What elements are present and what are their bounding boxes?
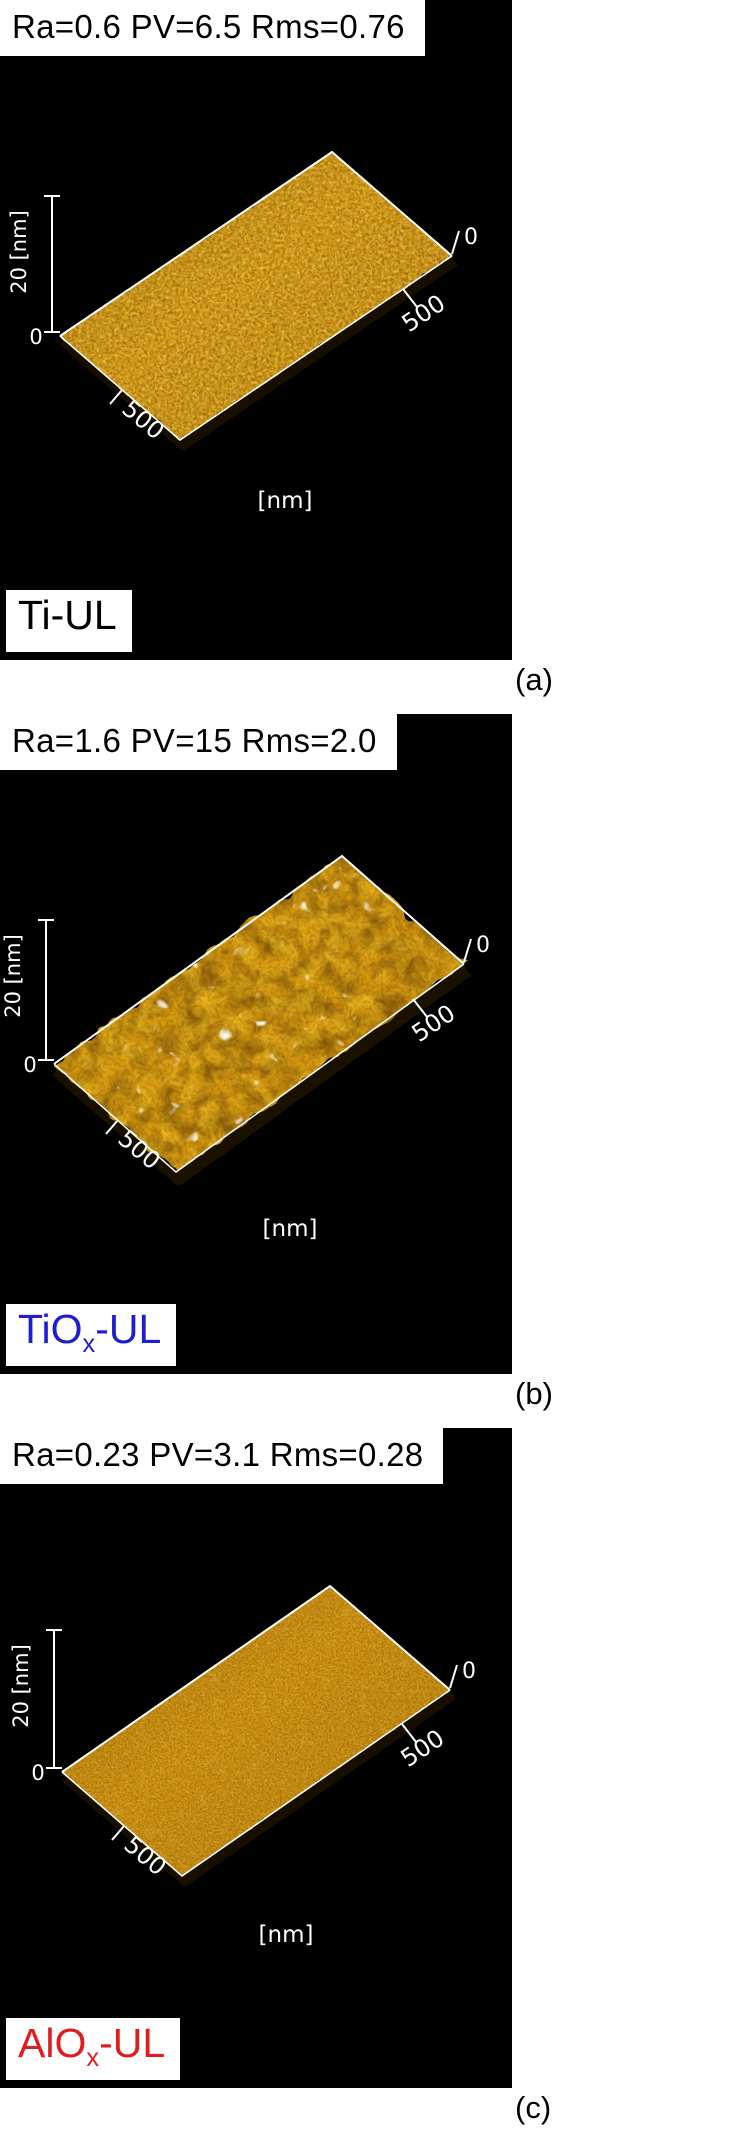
y-500-tick xyxy=(105,1119,119,1135)
sample-label-box: AlOx-UL xyxy=(6,2017,181,2080)
afm-plot-a: 0 20 [nm] 0 500 500 [nm] xyxy=(7,150,478,514)
sample-label-box: TiOx-UL xyxy=(6,1303,177,1366)
x-zero-label: 0 xyxy=(462,1659,476,1684)
surface-shadow xyxy=(61,1690,456,1886)
surface-shadow xyxy=(52,964,472,1185)
front-edge-line xyxy=(61,1689,451,1877)
unit-label: [nm] xyxy=(259,1922,314,1948)
back-edge-line xyxy=(59,150,453,337)
front-edge-line xyxy=(53,963,465,1173)
sample-label-prefix: Ti xyxy=(18,591,51,638)
front-edge-line xyxy=(59,255,453,441)
panel-a: 0 20 [nm] 0 500 500 [nm] Ra=0.6 PV=6.5 R… xyxy=(0,0,749,713)
panel-c: 0 20 [nm] 0 500 500 [nm] Ra=0.23 PV=3.1 … xyxy=(0,1428,749,2141)
stats-box: Ra=0.6 PV=6.5 Rms=0.76 xyxy=(0,0,425,56)
unit-label: [nm] xyxy=(263,1216,318,1242)
panel-letter: (c) xyxy=(515,2090,552,2125)
afm-frame-c: 0 20 [nm] 0 500 500 [nm] Ra=0.23 PV=3.1 … xyxy=(0,1428,512,2088)
z-min-label: 0 xyxy=(31,1761,44,1785)
back-edge-line xyxy=(61,1584,451,1773)
axes-lines xyxy=(44,150,460,441)
x-500-tick xyxy=(412,998,428,1018)
sample-label-prefix: AlO xyxy=(18,2019,87,2066)
afm-frame-a: 0 20 [nm] 0 500 500 [nm] Ra=0.6 PV=6.5 R… xyxy=(0,0,512,660)
x-zero-tick xyxy=(449,1664,458,1689)
panel-b: 0 20 [nm] 0 500 500 [nm] Ra=1.6 PV=15 Rm… xyxy=(0,714,749,1427)
stats-text: Ra=0.6 PV=6.5 Rms=0.76 xyxy=(12,8,405,45)
axes-lines xyxy=(38,854,472,1173)
z-axis-label: 20 [nm] xyxy=(9,1644,33,1728)
sample-label: Ti-UL xyxy=(18,592,117,638)
afm-plot-c: 0 20 [nm] 0 500 500 [nm] xyxy=(9,1584,476,1948)
y-500-tick xyxy=(111,1825,125,1841)
panel-letter: (b) xyxy=(515,1376,553,1411)
sample-label-box: Ti-UL xyxy=(6,589,132,652)
sample-label: AlOx-UL xyxy=(18,2019,166,2072)
y-500-tick xyxy=(109,389,123,405)
x-500-tick xyxy=(401,1723,417,1743)
z-axis-label: 20 [nm] xyxy=(1,934,25,1018)
z-axis-label: 20 [nm] xyxy=(7,210,31,294)
back-edge-line xyxy=(53,854,465,1065)
x-zero-label: 0 xyxy=(476,933,490,958)
stats-text: Ra=1.6 PV=15 Rms=2.0 xyxy=(12,722,377,759)
stats-box: Ra=0.23 PV=3.1 Rms=0.28 xyxy=(0,1428,444,1484)
x-zero-tick xyxy=(451,230,460,255)
stats-box: Ra=1.6 PV=15 Rms=2.0 xyxy=(0,714,397,770)
surface-shadow xyxy=(59,256,458,450)
sample-label-suffix: -UL xyxy=(95,1305,162,1352)
z-min-label: 0 xyxy=(23,1053,36,1077)
sample-label-prefix: TiO xyxy=(18,1305,83,1352)
sample-label: TiOx-UL xyxy=(18,1305,162,1358)
stats-text: Ra=0.23 PV=3.1 Rms=0.28 xyxy=(12,1436,424,1473)
sample-label-suffix: -UL xyxy=(50,591,117,638)
x-500-tick xyxy=(402,288,418,308)
afm-plot-b: 0 20 [nm] 0 500 500 [nm] xyxy=(1,854,490,1242)
panel-letter: (a) xyxy=(515,662,553,697)
sample-label-subscript: x xyxy=(82,1330,96,1359)
sample-label-subscript: x xyxy=(86,2044,100,2073)
x-zero-label: 0 xyxy=(464,225,478,250)
axes-lines xyxy=(46,1584,458,1877)
unit-label: [nm] xyxy=(258,488,313,514)
afm-frame-b: 0 20 [nm] 0 500 500 [nm] Ra=1.6 PV=15 Rm… xyxy=(0,714,512,1374)
sample-label-suffix: -UL xyxy=(99,2019,166,2066)
x-zero-tick xyxy=(463,938,472,963)
z-min-label: 0 xyxy=(29,325,42,349)
